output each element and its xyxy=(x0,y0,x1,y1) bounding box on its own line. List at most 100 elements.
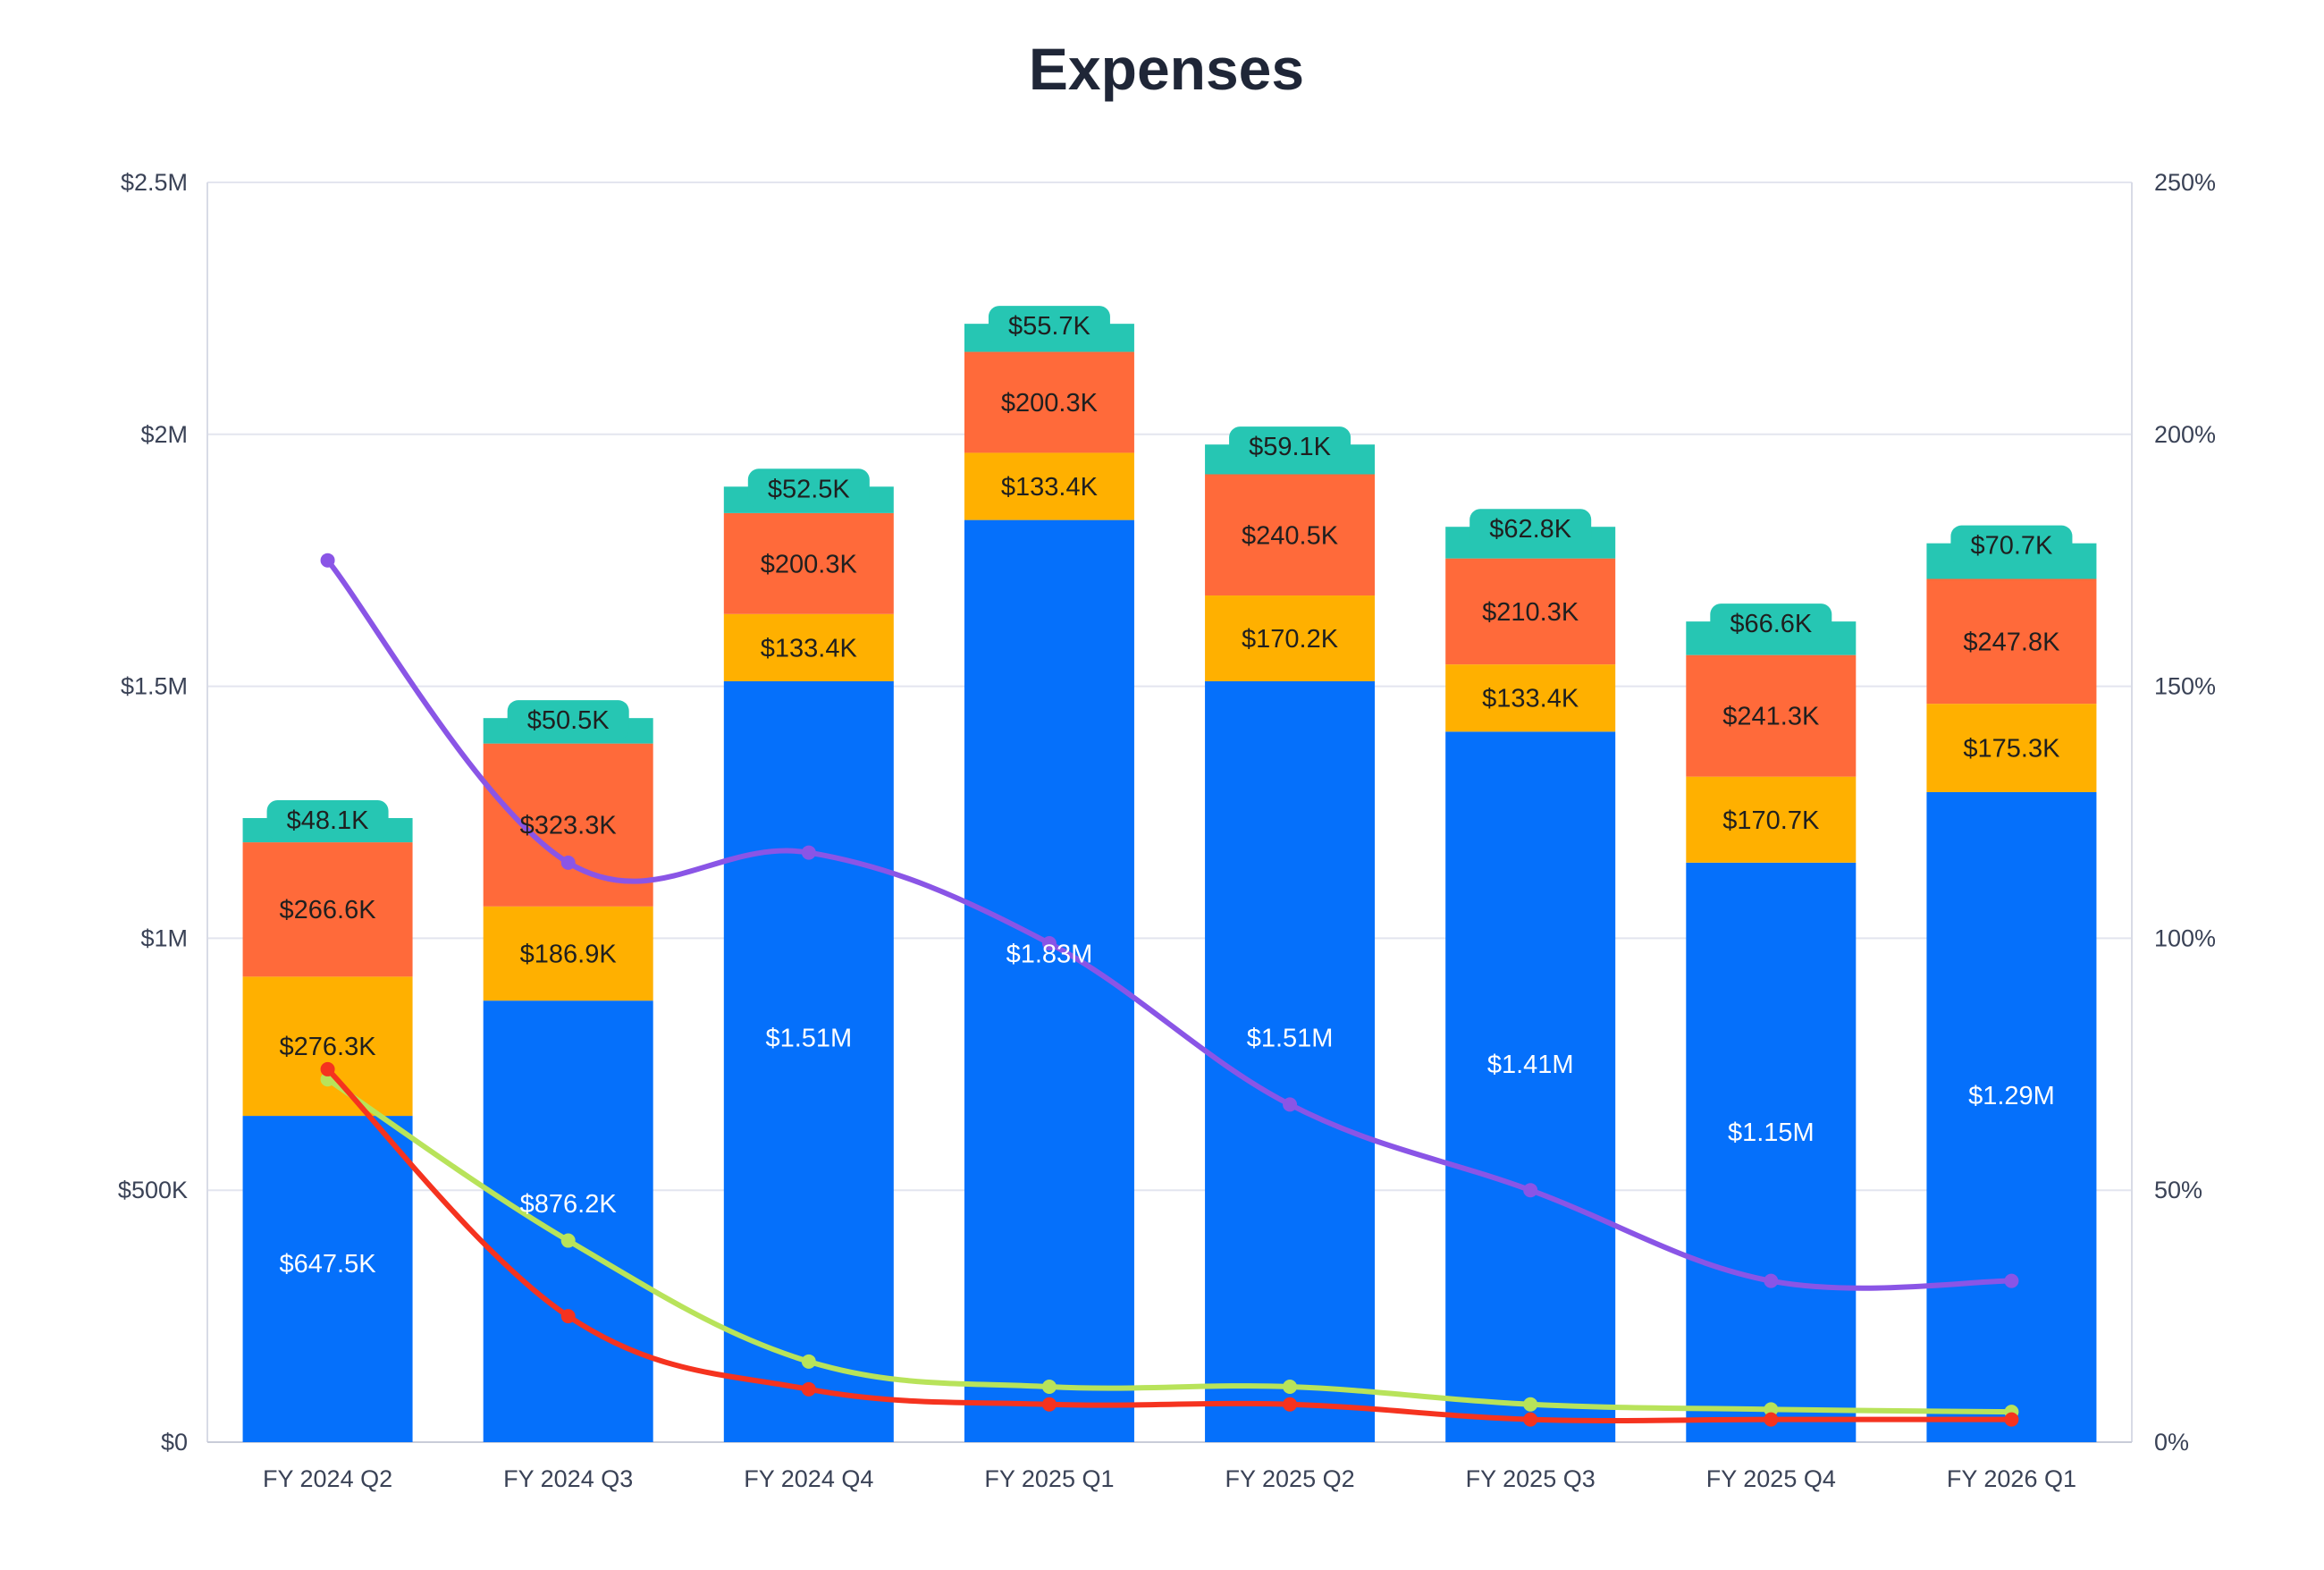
bar-data-label: $50.5K xyxy=(527,706,610,735)
line-point xyxy=(801,845,816,860)
bar-data-label: $55.7K xyxy=(1008,312,1091,341)
y-right-tick-label: 50% xyxy=(2154,1177,2202,1203)
bar-segment xyxy=(1445,664,1616,732)
bar-segment xyxy=(723,512,894,614)
bar-segment xyxy=(1445,558,1616,665)
top-label-pill xyxy=(1710,604,1832,644)
bar-segment xyxy=(1205,474,1376,596)
top-label-pill xyxy=(1469,509,1592,549)
bars xyxy=(242,324,2097,1442)
bar-data-label: $876.2K xyxy=(520,1190,618,1219)
bar-data-label: $70.7K xyxy=(1970,532,2053,561)
top-label-pill xyxy=(1950,525,2073,565)
top-label-pill xyxy=(747,468,870,509)
line-point xyxy=(2004,1273,2019,1288)
line-point xyxy=(1041,936,1057,951)
bar-data-label: $210.3K xyxy=(1482,598,1579,627)
bar-data-label: $247.8K xyxy=(1963,628,2060,656)
bar-data-label: $1.29M xyxy=(1968,1082,2055,1110)
bar-segment xyxy=(1926,704,2097,792)
top-label-pill xyxy=(266,799,389,840)
line-point xyxy=(1764,1402,1779,1417)
top-label-pill xyxy=(1229,426,1351,467)
line-point xyxy=(320,553,335,568)
bar-segment xyxy=(242,842,413,977)
bar-segment xyxy=(723,613,894,681)
line-point xyxy=(1523,1412,1538,1427)
top-label-pill xyxy=(988,306,1110,346)
x-tick-label: FY 2024 Q2 xyxy=(263,1465,392,1492)
x-tick-label: FY 2025 Q1 xyxy=(984,1465,1114,1492)
top-label-pill xyxy=(507,700,629,740)
y-left-tick-label: $0 xyxy=(161,1429,188,1456)
bar-data-label: $240.5K xyxy=(1242,521,1339,550)
line-point xyxy=(1283,1397,1298,1412)
bar-segment xyxy=(483,1000,653,1442)
x-tick-label: FY 2026 Q1 xyxy=(1947,1465,2076,1492)
bar-segment xyxy=(1205,595,1376,681)
bar-data-label: $1.15M xyxy=(1728,1118,1815,1147)
bar-data-label: $59.1K xyxy=(1249,433,1332,461)
y-right-tick-label: 0% xyxy=(2154,1429,2189,1456)
bar-data-label: $175.3K xyxy=(1963,735,2060,764)
line-point xyxy=(560,1309,576,1324)
y-left-tick-label: $1M xyxy=(140,924,188,951)
bar-segment xyxy=(242,1116,413,1442)
x-tick-label: FY 2025 Q4 xyxy=(1706,1465,1836,1492)
y-left-tick-label: $1.5M xyxy=(121,673,188,700)
line-point xyxy=(1764,1273,1779,1288)
y-right-tick-label: 100% xyxy=(2154,924,2216,951)
bar-data-label: $323.3K xyxy=(520,812,618,840)
line-point xyxy=(1523,1397,1538,1412)
line-point xyxy=(320,1061,335,1076)
bar-data-label: $133.4K xyxy=(761,634,858,663)
bar-data-label: $52.5K xyxy=(768,475,851,503)
line-point xyxy=(1283,1380,1298,1395)
bar-data-label: $1.41M xyxy=(1487,1051,1574,1079)
bar-data-label: $276.3K xyxy=(280,1033,377,1061)
x-tick-label: FY 2025 Q2 xyxy=(1225,1465,1355,1492)
bar-data-label: $170.7K xyxy=(1722,806,1820,835)
bar-segment xyxy=(1445,731,1616,1442)
line-point xyxy=(1523,1183,1538,1198)
bar-data-label: $1.51M xyxy=(1247,1024,1334,1052)
x-tick-label: FY 2024 Q3 xyxy=(503,1465,633,1492)
bar-segment xyxy=(1686,862,1857,1442)
bar-data-label: $1.83M xyxy=(1006,941,1093,969)
axes: $0 $500K $1M $1.5M $2M $2.5M 0% 50% 100% 150% 200%… xyxy=(118,169,2216,1492)
series-line xyxy=(324,1076,2015,1415)
line-point xyxy=(560,1233,576,1248)
bar-segment xyxy=(964,351,1134,453)
y-right-tick-label: 200% xyxy=(2154,421,2216,448)
y-left-tick-label: $2.5M xyxy=(121,169,188,196)
y-left-tick-label: $2M xyxy=(140,421,188,448)
y-right-tick-label: 150% xyxy=(2154,673,2216,700)
bar-segment xyxy=(723,680,894,1442)
bar-segment xyxy=(242,976,413,1117)
line-point xyxy=(1283,1097,1298,1112)
y-left-tick-label: $500K xyxy=(118,1177,188,1203)
bar-data-label: $66.6K xyxy=(1730,610,1813,638)
bar-segment xyxy=(964,452,1134,520)
bar-data-label: $266.6K xyxy=(280,896,377,924)
x-tick-label: FY 2024 Q4 xyxy=(744,1465,873,1492)
bar-data-label: $647.5K xyxy=(280,1250,377,1279)
bar-data-label: $1.51M xyxy=(765,1024,852,1052)
line-point xyxy=(1764,1412,1779,1427)
line-point xyxy=(1041,1397,1057,1412)
bar-segment xyxy=(1205,680,1376,1442)
line-point xyxy=(2004,1412,2019,1427)
bar-data-label: $200.3K xyxy=(1001,389,1099,418)
bar-segment xyxy=(483,906,653,1001)
y-right-tick-label: 250% xyxy=(2154,169,2216,196)
bar-data-label: $62.8K xyxy=(1489,515,1572,544)
bar-data-label: $200.3K xyxy=(761,550,858,578)
chart-title: Expenses xyxy=(1029,36,1304,102)
bar-data-label: $170.2K xyxy=(1242,625,1339,654)
line-point xyxy=(560,855,576,870)
bar-data-label: $241.3K xyxy=(1722,703,1820,731)
bar-labels: $647.5K $276.3K $266.6K $48.1K $876.2K $186.9… xyxy=(266,306,2073,1279)
bar-segment xyxy=(964,519,1134,1442)
